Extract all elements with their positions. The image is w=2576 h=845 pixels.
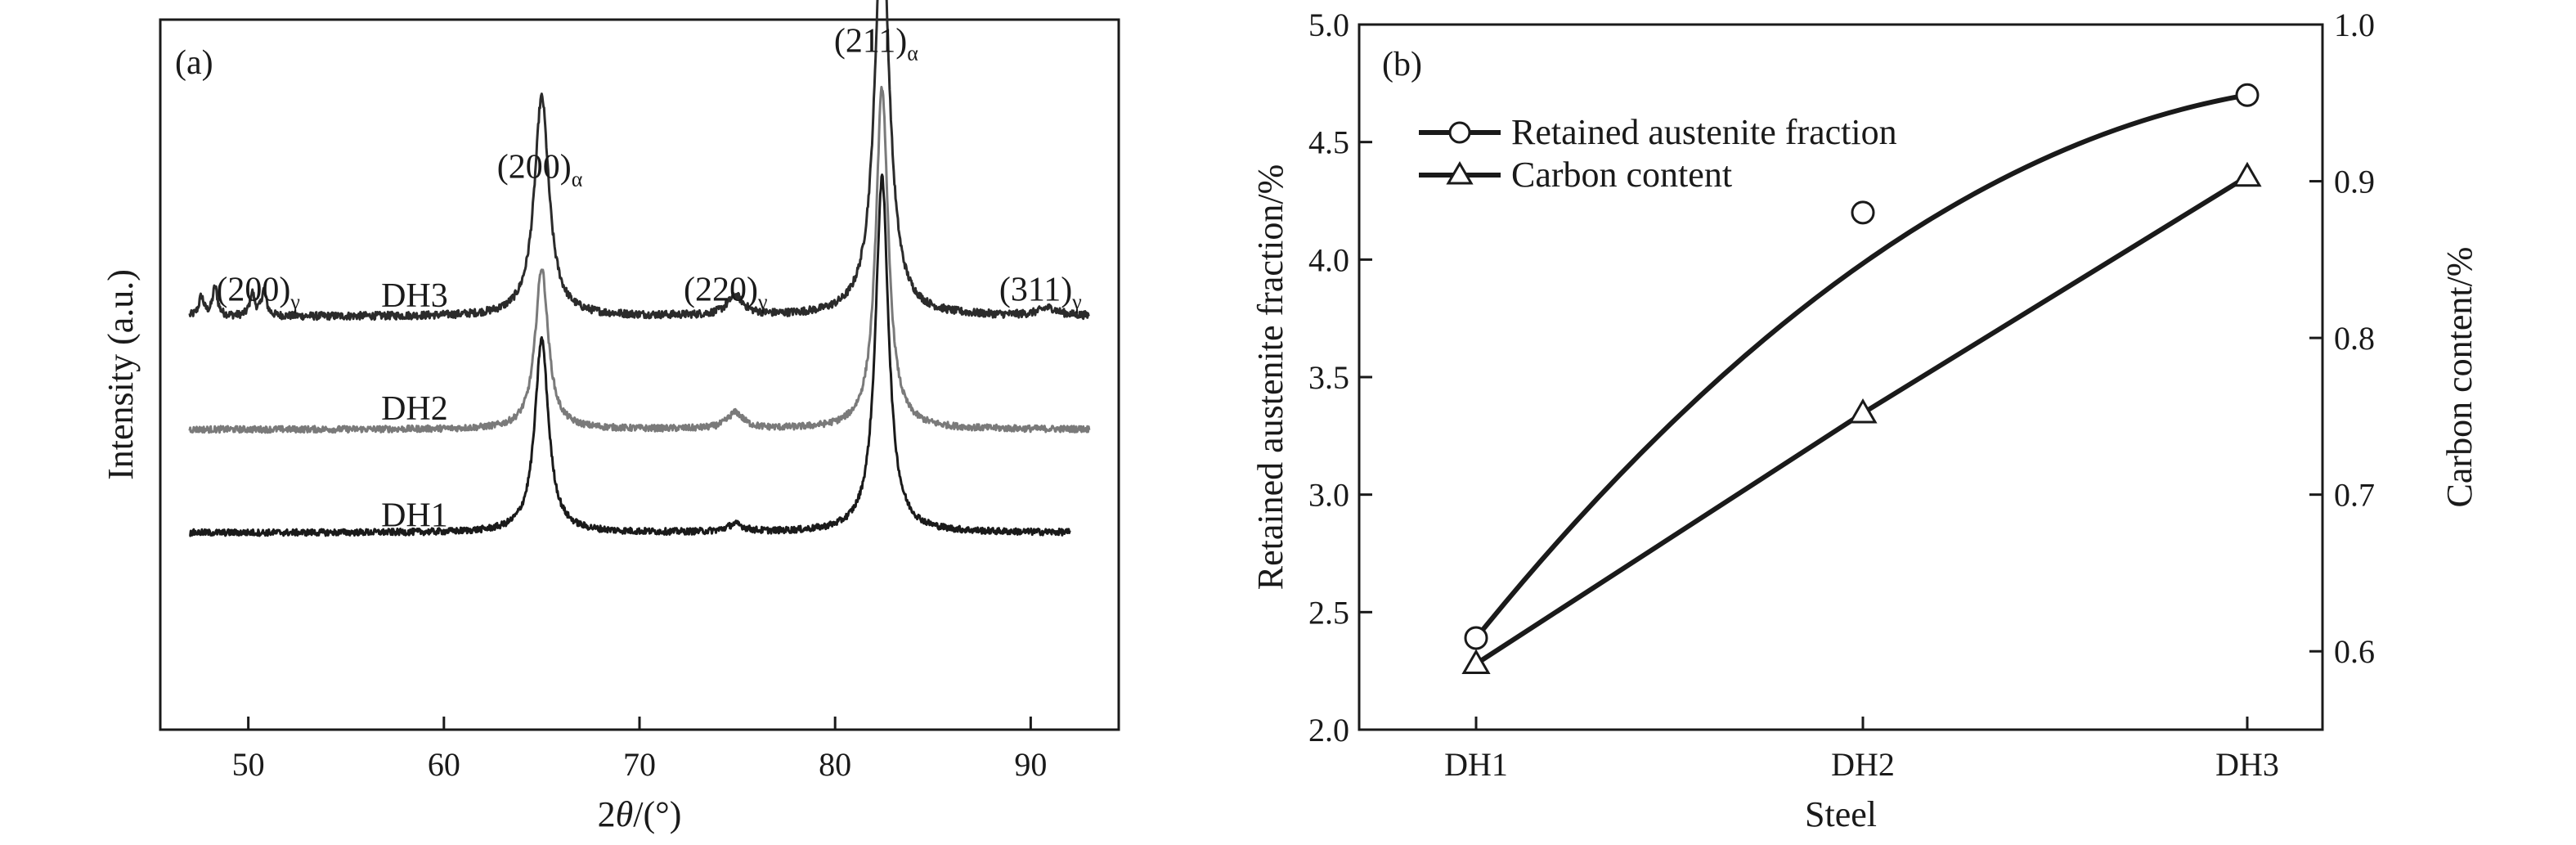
peak-index: (220) [684, 271, 758, 308]
xrd-trace-dh1 [189, 173, 1071, 537]
peak-label: (211)α [834, 22, 918, 65]
b-right-tick-label: 0.7 [2334, 477, 2375, 514]
panel-b-right-y-axis-label: Carbon content/% [2439, 247, 2480, 508]
peak-label: (220)γ [684, 271, 767, 313]
sample-label-dh3: DH3 [381, 277, 448, 315]
retained-austenite-point-dh3 [2235, 83, 2260, 107]
panel-b-x-axis-label: Steel [1805, 794, 1877, 834]
panel-a-peak-labels: (200)γ(200)α(220)γ(211)α(311)γ [216, 22, 1081, 313]
retained-austenite-point-dh2 [1851, 200, 1875, 225]
peak-phase-subscript: α [572, 167, 583, 191]
peak-phase-subscript: γ [289, 290, 300, 313]
x-label-suffix: /(°) [633, 794, 681, 834]
legend-triangle-marker [1446, 161, 1474, 185]
panel-b-ticks: 2.0 2.5 3.0 3.5 4.0 4.5 5.0 0.6 0.7 0.8 0.9 1.0 DH1 D… [1308, 7, 2375, 783]
panel-a-y-axis-label: Intensity (a.u.) [101, 269, 141, 480]
panel-b-line-chart: (b) 2.0 2.5 3.0 3.5 4.0 4.5 5.0 0.6 0.7 0.8 0.9 1.0… [1250, 7, 2480, 834]
panel-b-label: (b) [1382, 46, 1422, 83]
carbon-content-point-dh1 [1461, 649, 1491, 675]
sample-label-dh2: DH2 [381, 390, 448, 428]
peak-index: (211) [834, 22, 907, 60]
a-x-tick-label: 90 [1014, 746, 1047, 783]
a-x-tick-label: 70 [623, 746, 656, 783]
peak-phase-subscript: γ [1071, 290, 1082, 313]
peak-phase-subscript: γ [757, 290, 768, 313]
b-right-tick-label: 0.6 [2334, 633, 2375, 670]
a-x-tick-label: 50 [232, 746, 265, 783]
retained-austenite-fit-line [1474, 92, 2248, 640]
xrd-trace-dh3 [188, 0, 1090, 321]
legend-label-retained-austenite: Retained austenite fraction [1511, 112, 1897, 152]
panel-a-series-group [188, 0, 1091, 537]
panel-a-x-ticks: 50 60 70 80 90 [232, 717, 1047, 783]
b-left-tick-label: 2.5 [1308, 594, 1349, 631]
legend-circle-marker [1448, 121, 1471, 144]
b-left-tick-label: 5.0 [1308, 7, 1349, 43]
peak-index: (200) [497, 148, 572, 186]
panel-b-left-y-axis-label: Retained austenite fraction/% [1250, 164, 1290, 590]
b-right-tick-label: 0.8 [2334, 320, 2375, 357]
retained-austenite-point-dh1 [1464, 626, 1488, 650]
b-right-tick-label: 0.9 [2334, 164, 2375, 200]
b-x-tick-label-dh3: DH3 [2215, 746, 2279, 783]
panel-a-sample-labels: DH3 DH2 DH1 [381, 277, 448, 534]
panel-a-xrd-chart: (a) 50 60 70 80 90 (200)γ(200)α(220)γ(211)α(… [101, 0, 1120, 834]
b-x-tick-label-dh2: DH2 [1831, 746, 1895, 783]
panel-b-series-group [1461, 83, 2262, 675]
x-label-theta: θ [616, 794, 634, 834]
peak-label: (200)α [497, 148, 583, 191]
peak-label: (200)γ [216, 271, 299, 313]
legend-label-carbon-content: Carbon content [1511, 155, 1732, 195]
sample-label-dh1: DH1 [381, 497, 448, 534]
b-left-tick-label: 4.0 [1308, 241, 1349, 278]
peak-label: (311)γ [999, 271, 1082, 313]
peak-phase-subscript: α [907, 41, 918, 65]
panel-a-x-axis-label: 2θ/(°) [598, 794, 682, 834]
b-x-tick-label-dh1: DH1 [1444, 746, 1508, 783]
panel-a-label: (a) [175, 44, 213, 82]
b-left-tick-label: 3.0 [1308, 477, 1349, 514]
carbon-content-point-dh3 [2233, 161, 2262, 187]
b-left-tick-label: 2.0 [1308, 712, 1349, 748]
panel-a-plot-frame [159, 18, 1120, 731]
a-x-tick-label: 60 [428, 746, 460, 783]
carbon-content-point-dh2 [1848, 398, 1878, 424]
peak-index: (311) [999, 271, 1072, 308]
b-left-tick-label: 4.5 [1308, 124, 1349, 161]
a-x-tick-label: 80 [819, 746, 851, 783]
peak-index: (200) [216, 271, 290, 308]
x-label-prefix: 2 [598, 794, 616, 834]
b-right-tick-label: 1.0 [2334, 7, 2375, 43]
b-left-tick-label: 3.5 [1308, 359, 1349, 396]
xrd-trace-dh2 [188, 85, 1091, 434]
